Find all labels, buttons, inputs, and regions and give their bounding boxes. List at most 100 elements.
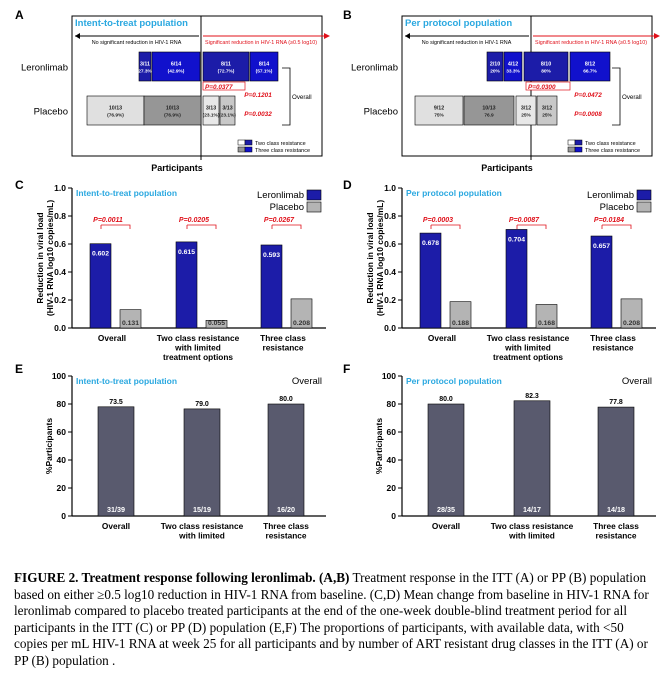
- y-tick-label: 60: [387, 427, 397, 437]
- y-tick-label: 0.6: [384, 239, 396, 249]
- overall-bracket: [282, 67, 291, 126]
- y-tick-label: 0.0: [384, 323, 396, 333]
- bar-value-label: 80.0: [279, 396, 293, 403]
- y-tick-label: 20: [57, 483, 67, 493]
- segment-pct: (27.3%): [137, 69, 154, 75]
- chart-title: Intent-to-treat population: [75, 18, 188, 29]
- pvalue-bracket: [186, 224, 217, 229]
- bar-value-label: 0.678: [422, 240, 439, 247]
- segment-label: 3/12: [542, 106, 552, 112]
- y-axis-label: Reduction in viral load(HIV-1 RNA log10 …: [35, 200, 55, 317]
- pvalue-label: P=0.0011: [93, 217, 123, 224]
- segment-label: 10/13: [482, 106, 495, 112]
- response-segment: [536, 95, 558, 126]
- segment-label: 3/13: [206, 106, 216, 112]
- segment-label: 3/12: [521, 106, 531, 112]
- pvalue-label: P=0.0205: [179, 217, 209, 224]
- segment-pct: 66.7%: [583, 69, 597, 75]
- legend-label: Two class resistance: [585, 141, 636, 147]
- panel-label-a: A: [15, 8, 24, 22]
- overall-label: Overall: [622, 94, 642, 101]
- x-category-label: with limited: [504, 343, 551, 353]
- bar-count-label: 16/20: [277, 505, 295, 514]
- pvalue-label: P=0.0472: [574, 92, 602, 99]
- bar-value-label: 0.615: [178, 249, 195, 256]
- x-category-label: Overall: [102, 521, 130, 531]
- x-category-label: Two class resistance: [157, 333, 240, 343]
- bar-count-label: 14/18: [607, 505, 625, 514]
- x-category-label: treatment options: [163, 352, 233, 362]
- segment-label: 2/10: [490, 62, 500, 68]
- bar-value-label: 0.593: [263, 252, 280, 259]
- pvalue-label: P=0.0300: [528, 84, 556, 91]
- bar-percent: [513, 400, 551, 517]
- bar-value-label: 73.5: [109, 399, 123, 406]
- legend-label: Leronlimab: [587, 190, 634, 201]
- y-axis-label: %Participants: [44, 418, 54, 474]
- bar-placebo: [535, 304, 558, 329]
- y-tick-label: 40: [57, 455, 67, 465]
- bar-value-label: 79.0: [195, 401, 209, 408]
- chart-panel-c: 0.0 0.2 0.4 0.6 0.8 1.0 Reduction in viral loa…: [35, 183, 326, 362]
- legend-swatch: [244, 146, 253, 153]
- bar-placebo: [119, 309, 142, 329]
- y-axis-label: Reduction in viral load(HIV-1 RNA log10 …: [365, 200, 385, 317]
- pvalue-label: P=0.0184: [594, 217, 624, 224]
- right-header: Significant reduction in HIV-1 RNA (≥0.5…: [535, 40, 647, 46]
- bar-leronlimab: [89, 243, 112, 329]
- figure-caption: FIGURE 2. Treatment response following l…: [14, 570, 650, 670]
- response-segment: [143, 95, 202, 126]
- legend-swatch: [574, 139, 583, 146]
- right-header: Significant reduction in HIV-1 RNA (≥0.5…: [205, 40, 317, 46]
- overall-label: Overall: [292, 94, 312, 101]
- bar-value-label: 0.131: [122, 320, 139, 327]
- left-arrow-head: [75, 33, 80, 39]
- bar-value-label: 0.657: [593, 243, 610, 250]
- bar-value-label: 0.602: [92, 251, 109, 258]
- segment-pct: (42.9%): [168, 69, 185, 75]
- bar-leronlimab: [590, 235, 613, 329]
- x-category-label: Overall: [432, 521, 460, 531]
- pvalue-label: P=0.0008: [574, 111, 602, 118]
- y-tick-label: 0.6: [54, 239, 66, 249]
- y-tick-label: 100: [382, 371, 396, 381]
- corner-label: Overall: [622, 376, 652, 387]
- chart-title: Intent-to-treat population: [76, 188, 177, 198]
- panel-label-b: B: [343, 8, 352, 22]
- y-tick-label: 1.0: [384, 183, 396, 193]
- left-header: No significant reduction in HIV-1 RNA: [92, 40, 182, 46]
- bar-placebo: [449, 301, 472, 329]
- y-tick-label: 1.0: [54, 183, 66, 193]
- response-segment: [414, 95, 464, 126]
- y-tick-label: 80: [57, 399, 67, 409]
- x-category-label: with limited: [508, 531, 555, 541]
- y-tick-label: 0: [391, 511, 396, 521]
- chart-title: Per protocol population: [405, 18, 512, 29]
- bar-percent: [97, 406, 135, 517]
- x-category-label: Two class resistance: [491, 521, 574, 531]
- x-category-label: Two class resistance: [161, 521, 244, 531]
- pvalue-label: P=0.0267: [264, 217, 295, 224]
- corner-label: Overall: [292, 376, 322, 387]
- segment-pct: 33.3%: [506, 69, 520, 75]
- legend-swatch: [306, 201, 322, 213]
- x-category-label: with limited: [174, 343, 221, 353]
- bar-percent: [427, 403, 465, 517]
- bar-value-label: 0.704: [508, 236, 525, 243]
- segment-label: 6/14: [171, 62, 181, 68]
- segment-pct: 25%: [521, 113, 531, 119]
- bar-leronlimab: [260, 244, 283, 329]
- segment-pct: 20%: [490, 69, 500, 75]
- panel-label-c: C: [15, 178, 24, 192]
- bar-percent: [267, 403, 305, 517]
- left-arrow-head: [405, 33, 410, 39]
- x-category-label: Three class: [260, 333, 306, 343]
- pvalue-label: P=0.0087: [509, 217, 540, 224]
- y-tick-label: 0.8: [384, 211, 396, 221]
- panel-label-e: E: [15, 362, 24, 376]
- y-tick-label: 80: [387, 399, 397, 409]
- chart-panel-d: 0.0 0.2 0.4 0.6 0.8 1.0 Reduction in viral loa…: [365, 183, 656, 362]
- x-category-label: Overall: [98, 333, 126, 343]
- bar-leronlimab: [419, 232, 442, 329]
- legend-swatch: [567, 139, 576, 146]
